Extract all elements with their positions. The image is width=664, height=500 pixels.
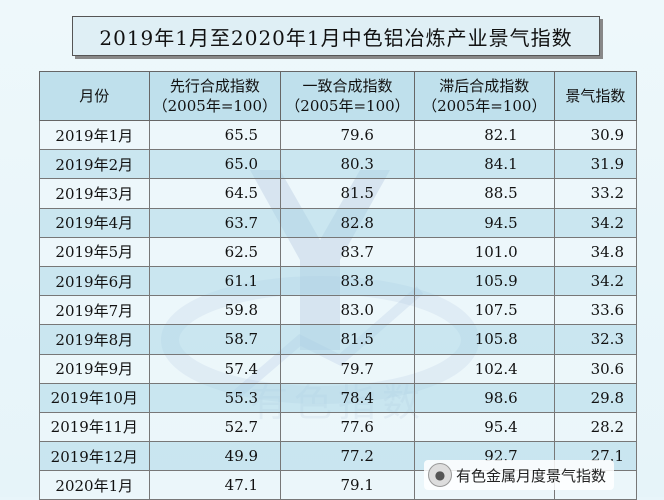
cell-index: 28.2: [553, 411, 638, 443]
cell-month: 2019年10月: [39, 382, 150, 413]
cell-month: 2019年8月: [39, 324, 150, 355]
cell-coincident: 79.1: [280, 470, 415, 500]
table-row: 2019年10月 55.3 78.4 98.6 29.8: [39, 382, 638, 413]
cell-lead: 52.7: [148, 411, 282, 443]
table-row: 2019年8月 58.7 81.5 105.8 32.3: [39, 324, 638, 355]
cell-index: 33.2: [553, 178, 638, 209]
header-coincident-base: （2005年=100）: [285, 97, 410, 115]
cell-coincident: 78.4: [280, 382, 415, 413]
header-lag: 滞后合成指数 （2005年=100）: [413, 71, 555, 121]
cell-lead: 59.8: [148, 295, 282, 326]
header-coincident: 一致合成指数 （2005年=100）: [280, 71, 415, 121]
cell-lead: 55.3: [148, 382, 282, 413]
cell-lag: 98.6: [413, 382, 555, 413]
cell-lead: 58.7: [148, 324, 282, 355]
cell-lead: 64.5: [148, 178, 282, 209]
cell-lead: 49.9: [148, 441, 282, 472]
cell-coincident: 77.2: [280, 441, 415, 472]
cell-lead: 47.1: [148, 470, 282, 500]
header-coincident-label: 一致合成指数: [302, 77, 393, 95]
cell-coincident: 80.3: [280, 149, 415, 180]
table-row: 2019年11月 52.7 77.6 95.4 28.2: [39, 411, 638, 443]
table-row: 2019年1月 65.5 79.6 82.1 30.9: [39, 119, 638, 151]
index-table: 月份 先行合成指数 （2005年=100） 一致合成指数 （2005年=100）…: [39, 71, 638, 500]
cell-lead: 61.1: [148, 265, 282, 297]
cell-month: 2019年11月: [39, 411, 150, 443]
cell-lag: 105.8: [413, 324, 555, 355]
cell-coincident: 81.5: [280, 178, 415, 209]
cell-month: 2019年12月: [39, 441, 150, 472]
table-row: 2019年12月 49.9 77.2 92.7 27.1: [39, 441, 638, 472]
cell-month: 2019年9月: [39, 353, 150, 384]
cell-index: 31.9: [553, 149, 638, 180]
cell-index: 30.6: [553, 353, 638, 384]
cell-coincident: 81.5: [280, 324, 415, 355]
brand-text: 有色金属月度景气指数: [456, 466, 607, 485]
cell-lead: 62.5: [148, 236, 282, 267]
table-header-row: 月份 先行合成指数 （2005年=100） 一致合成指数 （2005年=100）…: [39, 71, 638, 121]
cell-lag: 107.5: [413, 295, 555, 326]
cell-month: 2019年6月: [39, 265, 150, 297]
cell-lag: 105.9: [413, 265, 555, 297]
cell-coincident: 82.8: [280, 207, 415, 238]
table-row: 2019年4月 63.7 82.8 94.5 34.2: [39, 207, 638, 238]
cell-index: 33.6: [553, 295, 638, 326]
cell-lag: 94.5: [413, 207, 555, 238]
cell-lag: 88.5: [413, 178, 555, 209]
cell-coincident: 83.7: [280, 236, 415, 267]
cell-index: 34.2: [553, 265, 638, 297]
table-row: 2019年5月 62.5 83.7 101.0 34.8: [39, 236, 638, 267]
header-lead: 先行合成指数 （2005年=100）: [148, 71, 282, 121]
cell-lag: 84.1: [413, 149, 555, 180]
cell-month: 2019年7月: [39, 295, 150, 326]
account-brand-badge: ● 有色金属月度景气指数: [424, 460, 615, 490]
cell-month: 2019年5月: [39, 236, 150, 267]
cell-month: 2019年4月: [39, 207, 150, 238]
table-row: 2019年2月 65.0 80.3 84.1 31.9: [39, 149, 638, 180]
cell-month: 2019年1月: [39, 119, 150, 151]
cell-lead: 65.0: [148, 149, 282, 180]
cell-lead: 65.5: [148, 119, 282, 151]
cell-index: 32.3: [553, 324, 638, 355]
cell-index: 30.9: [553, 119, 638, 151]
wechat-account-icon: ●: [428, 463, 452, 487]
cell-coincident: 79.6: [280, 119, 415, 151]
header-month: 月份: [39, 71, 150, 121]
cell-coincident: 83.0: [280, 295, 415, 326]
cell-index: 34.2: [553, 207, 638, 238]
cell-lag: 102.4: [413, 353, 555, 384]
cell-lag: 82.1: [413, 119, 555, 151]
table-row: 2019年3月 64.5 81.5 88.5 33.2: [39, 178, 638, 209]
cell-lead: 57.4: [148, 353, 282, 384]
table-row: 2019年9月 57.4 79.7 102.4 30.6: [39, 353, 638, 384]
header-index: 景气指数: [553, 71, 638, 121]
table-row: 2019年7月 59.8 83.0 107.5 33.6: [39, 295, 638, 326]
cell-index: 29.8: [553, 382, 638, 413]
page-title: 2019年1月至2020年1月中色铝冶炼产业景气指数: [72, 16, 600, 56]
header-lead-base: （2005年=100）: [152, 97, 278, 115]
header-lag-label: 滞后合成指数: [439, 77, 530, 95]
header-lead-label: 先行合成指数: [169, 77, 260, 95]
table-row: 2019年6月 61.1 83.8 105.9 34.2: [39, 265, 638, 297]
cell-coincident: 77.6: [280, 411, 415, 443]
cell-month: 2020年1月: [39, 470, 150, 500]
cell-coincident: 83.8: [280, 265, 415, 297]
cell-month: 2019年3月: [39, 178, 150, 209]
cell-lead: 63.7: [148, 207, 282, 238]
cell-lag: 95.4: [413, 411, 555, 443]
cell-month: 2019年2月: [39, 149, 150, 180]
cell-index: 34.8: [553, 236, 638, 267]
header-lag-base: （2005年=100）: [422, 97, 547, 115]
cell-lag: 101.0: [413, 236, 555, 267]
cell-coincident: 79.7: [280, 353, 415, 384]
